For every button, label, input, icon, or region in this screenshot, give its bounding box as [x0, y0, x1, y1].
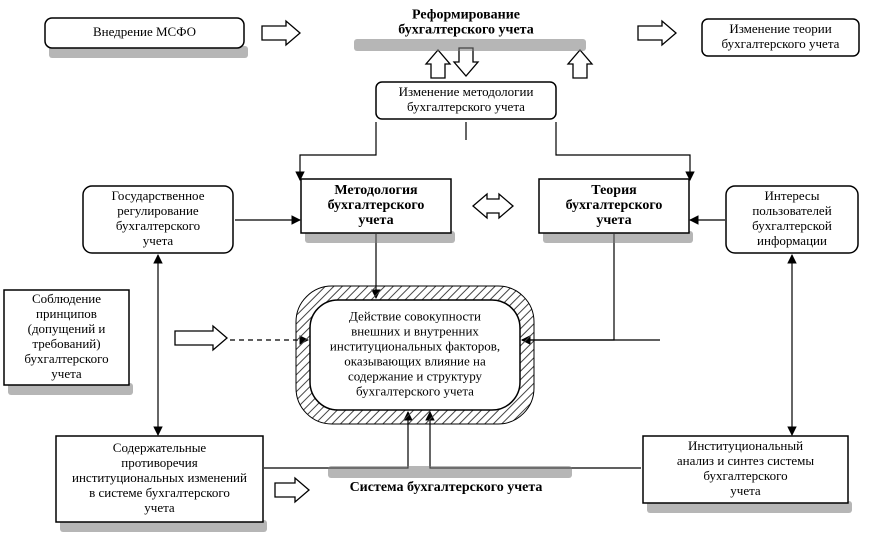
n_contr-line-3: в системе бухгалтерского [89, 485, 230, 500]
n_contr-line-4: учета [144, 500, 175, 515]
n_contr-line-0: Содержательные [113, 440, 207, 455]
n_method-line-2: учета [358, 213, 393, 228]
n_factors: Действие совокупностивнешних и внутренни… [296, 286, 534, 424]
n_method-line-1: бухгалтерского [328, 198, 425, 213]
n_factors-line-4: содержание и структуру [348, 368, 483, 383]
n_interes-line-2: бухгалтерской [752, 218, 832, 233]
n_theory: Теориябухгалтерскогоучета [539, 179, 693, 243]
n_gov-line-3: учета [143, 233, 174, 248]
n_system-line-0: Система бухгалтерского учета [350, 480, 543, 495]
n_method: Методологиябухгалтерскогоучета [301, 179, 455, 243]
n_theory-line-0: Теория [591, 183, 637, 198]
n_chmeth-line-1: бухгалтерского учета [407, 99, 525, 114]
n_interes-line-1: пользователей [752, 203, 831, 218]
n_princ-line-2: (допущений и [28, 321, 106, 336]
n_chmeth-line-0: Изменение методологии [399, 84, 534, 99]
block-arrow [638, 21, 676, 45]
n_princ-line-0: Соблюдение [32, 291, 101, 306]
n_princ-line-3: требований) [32, 336, 100, 351]
n_factors-line-3: оказывающих влияние на [344, 353, 486, 368]
n_analysis-line-3: учета [730, 483, 761, 498]
n_chmeth: Изменение методологиибухгалтерского учет… [376, 82, 556, 119]
n_theory-line-2: учета [596, 213, 631, 228]
n_princ-line-1: принципов [36, 306, 97, 321]
n_factors-line-5: бухгалтерского учета [356, 383, 474, 398]
n_analysis-line-2: бухгалтерского [703, 468, 787, 483]
block-arrow [568, 50, 592, 78]
n_gov: Государственноерегулированиебухгалтерско… [83, 186, 233, 253]
block-arrow [262, 21, 300, 45]
n_gov-line-0: Государственное [112, 188, 205, 203]
n_reform-line-0: Реформирование [412, 8, 520, 23]
n_analysis-line-0: Институциональный [688, 438, 803, 453]
n_factors-line-0: Действие совокупности [349, 308, 481, 323]
n_contr: Содержательныепротиворечияинституциональ… [56, 436, 267, 532]
n_contr-line-2: институциональных изменений [72, 470, 247, 485]
n_princ: Соблюдениепринципов(допущений итребовани… [4, 290, 133, 395]
n_msfo-line-0: Внедрение МСФО [93, 24, 196, 39]
n_gov-line-2: бухгалтерского [116, 218, 200, 233]
n_reform: Реформированиебухгалтерского учета [354, 8, 586, 51]
arrow [556, 122, 690, 180]
n_system: Система бухгалтерского учета [328, 466, 572, 495]
block-arrow [175, 326, 227, 350]
n_princ-line-5: учета [51, 366, 82, 381]
n_analysis: Институциональныйанализ и синтез системы… [643, 436, 852, 513]
block-arrow [473, 194, 513, 218]
n_interes: Интересыпользователейбухгалтерскойинформ… [726, 186, 858, 253]
n_analysis-line-1: анализ и синтез системы [677, 453, 815, 468]
n_chtheory-line-1: бухгалтерского учета [722, 36, 840, 51]
n_interes-line-3: информации [757, 233, 827, 248]
n_interes-line-0: Интересы [765, 188, 820, 203]
block-arrow [426, 50, 450, 78]
block-arrow [275, 478, 309, 502]
arrow [522, 234, 614, 340]
n_theory-line-1: бухгалтерского [566, 198, 663, 213]
n_chtheory: Изменение теориибухгалтерского учета [702, 19, 859, 56]
n_princ-line-4: бухгалтерского [24, 351, 108, 366]
n_factors-line-2: институциональных факторов, [330, 338, 500, 353]
arrow [300, 122, 376, 180]
n_chtheory-line-0: Изменение теории [729, 21, 831, 36]
n_gov-line-1: регулирование [117, 203, 199, 218]
n_msfo: Внедрение МСФО [45, 18, 248, 58]
n_reform-line-1: бухгалтерского учета [398, 23, 533, 38]
block-arrow [454, 48, 478, 76]
n_factors-line-1: внешних и внутренних [351, 323, 479, 338]
n_method-line-0: Методология [334, 183, 418, 198]
n_contr-line-1: противоречия [121, 455, 197, 470]
